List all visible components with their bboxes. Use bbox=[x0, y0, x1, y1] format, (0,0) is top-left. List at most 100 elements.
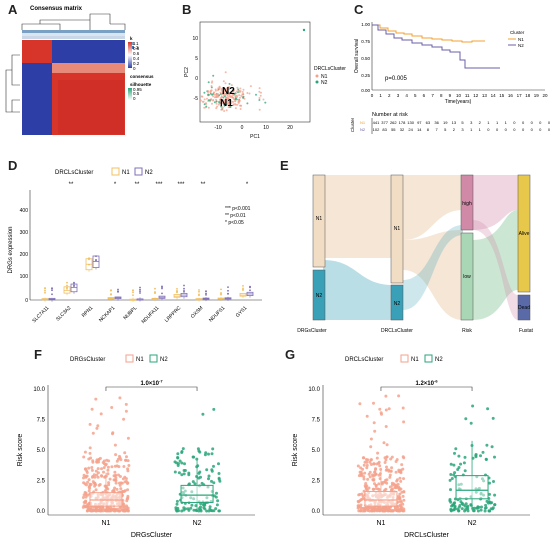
data-point bbox=[371, 509, 375, 513]
y-axis-label: Risk score bbox=[292, 434, 299, 467]
svg-text:** p<0.01: ** p<0.01 bbox=[225, 213, 246, 219]
data-point bbox=[90, 475, 94, 479]
pca-point bbox=[223, 104, 226, 107]
pca-point bbox=[237, 102, 240, 104]
data-point bbox=[373, 470, 377, 474]
data-point bbox=[402, 456, 406, 460]
pca-point bbox=[264, 101, 267, 104]
data-point bbox=[110, 465, 114, 469]
data-point bbox=[91, 460, 95, 464]
svg-text:300: 300 bbox=[20, 230, 29, 236]
sankey-node-label: N2 bbox=[394, 301, 401, 307]
data-point bbox=[203, 507, 207, 511]
pca-point bbox=[228, 92, 231, 94]
pca-point bbox=[228, 82, 231, 85]
pca-point bbox=[229, 104, 232, 107]
pca-point bbox=[225, 109, 228, 112]
pca-point bbox=[234, 107, 237, 110]
data-point bbox=[104, 462, 108, 466]
pca-point bbox=[233, 98, 235, 101]
data-point bbox=[398, 504, 402, 508]
pca-point bbox=[225, 103, 228, 106]
data-point bbox=[460, 507, 464, 511]
data-point bbox=[372, 462, 376, 466]
data-point bbox=[463, 504, 467, 508]
data-point bbox=[193, 482, 197, 486]
data-point bbox=[396, 506, 400, 510]
data-point bbox=[359, 509, 363, 513]
pca-point bbox=[236, 86, 239, 89]
pca-point bbox=[203, 98, 206, 101]
pca-point bbox=[226, 93, 229, 96]
outlier bbox=[88, 263, 90, 266]
pca-point bbox=[258, 108, 261, 111]
pca-point bbox=[220, 105, 223, 108]
pca-point bbox=[248, 92, 251, 95]
data-point bbox=[98, 483, 102, 486]
risk-table-cell: 1 bbox=[479, 127, 482, 132]
y-tick: 10.0 bbox=[308, 387, 320, 393]
km-x-tick: 12 bbox=[473, 93, 479, 98]
pca-point bbox=[209, 90, 212, 93]
pca-point bbox=[219, 91, 222, 94]
consensus-heatmap: Consensus matrix k 1 2 bbox=[5, 6, 154, 135]
panel-c: C 1.00 0.75 0.50 0.25 0.00 Overall survi… bbox=[350, 0, 550, 150]
data-point bbox=[183, 462, 186, 466]
significance-bracket bbox=[380, 386, 473, 391]
outlier bbox=[249, 286, 251, 288]
outlier bbox=[205, 294, 207, 296]
svg-text:5: 5 bbox=[195, 56, 198, 62]
gene-label: OXSM bbox=[190, 305, 205, 320]
svg-text:N1: N1 bbox=[518, 37, 524, 42]
outlier bbox=[66, 286, 68, 289]
data-point bbox=[401, 406, 405, 410]
data-point bbox=[186, 507, 190, 511]
significance-mark: ** bbox=[69, 182, 74, 188]
data-point bbox=[449, 508, 453, 512]
data-point bbox=[106, 465, 110, 469]
km-pvalue: p=0.005 bbox=[385, 76, 408, 82]
data-point bbox=[94, 469, 98, 473]
outlier bbox=[161, 292, 163, 295]
data-point bbox=[384, 394, 388, 398]
heatmap-legend: k 1 2 1 0.8 0.6 0.4 0.2 0 consensus silh… bbox=[128, 36, 154, 101]
data-point bbox=[464, 502, 468, 506]
pca-point bbox=[258, 97, 261, 99]
svg-text:100: 100 bbox=[20, 274, 29, 280]
pca-point bbox=[207, 90, 210, 93]
km-x-tick: 9 bbox=[449, 93, 452, 98]
pca-point bbox=[210, 85, 213, 87]
pca-point bbox=[210, 98, 213, 101]
data-point bbox=[380, 412, 383, 416]
data-point bbox=[360, 506, 364, 510]
panel-label: B bbox=[182, 2, 192, 17]
data-point bbox=[394, 470, 398, 474]
data-point bbox=[114, 481, 118, 485]
panel-a: A Consensus matrix k 1 2 bbox=[0, 0, 180, 140]
data-point bbox=[453, 471, 457, 475]
risk-table-cell: 7 bbox=[435, 127, 438, 132]
data-point bbox=[105, 458, 109, 462]
data-point bbox=[393, 483, 397, 487]
data-point bbox=[361, 456, 365, 460]
data-point bbox=[126, 436, 130, 440]
data-point bbox=[402, 509, 406, 513]
data-point bbox=[180, 473, 184, 477]
data-point bbox=[472, 509, 476, 513]
data-point bbox=[180, 461, 184, 465]
svg-text:0.4: 0.4 bbox=[133, 56, 140, 61]
pca-point bbox=[238, 99, 241, 102]
data-point bbox=[399, 500, 403, 504]
significance-mark: ** bbox=[201, 182, 206, 188]
svg-text:400: 400 bbox=[20, 208, 29, 214]
data-point bbox=[118, 506, 122, 510]
svg-text:*** p<0.001: *** p<0.001 bbox=[225, 206, 251, 212]
svg-text:0.00: 0.00 bbox=[361, 88, 370, 93]
km-x-tick: 7 bbox=[431, 93, 434, 98]
gene-label: NDUFS1 bbox=[208, 305, 227, 324]
data-point bbox=[402, 498, 406, 502]
data-point bbox=[361, 494, 365, 498]
data-point bbox=[126, 488, 130, 492]
pvalue-label: 1.2×10-6 bbox=[415, 379, 438, 388]
svg-text:k: k bbox=[130, 36, 133, 41]
